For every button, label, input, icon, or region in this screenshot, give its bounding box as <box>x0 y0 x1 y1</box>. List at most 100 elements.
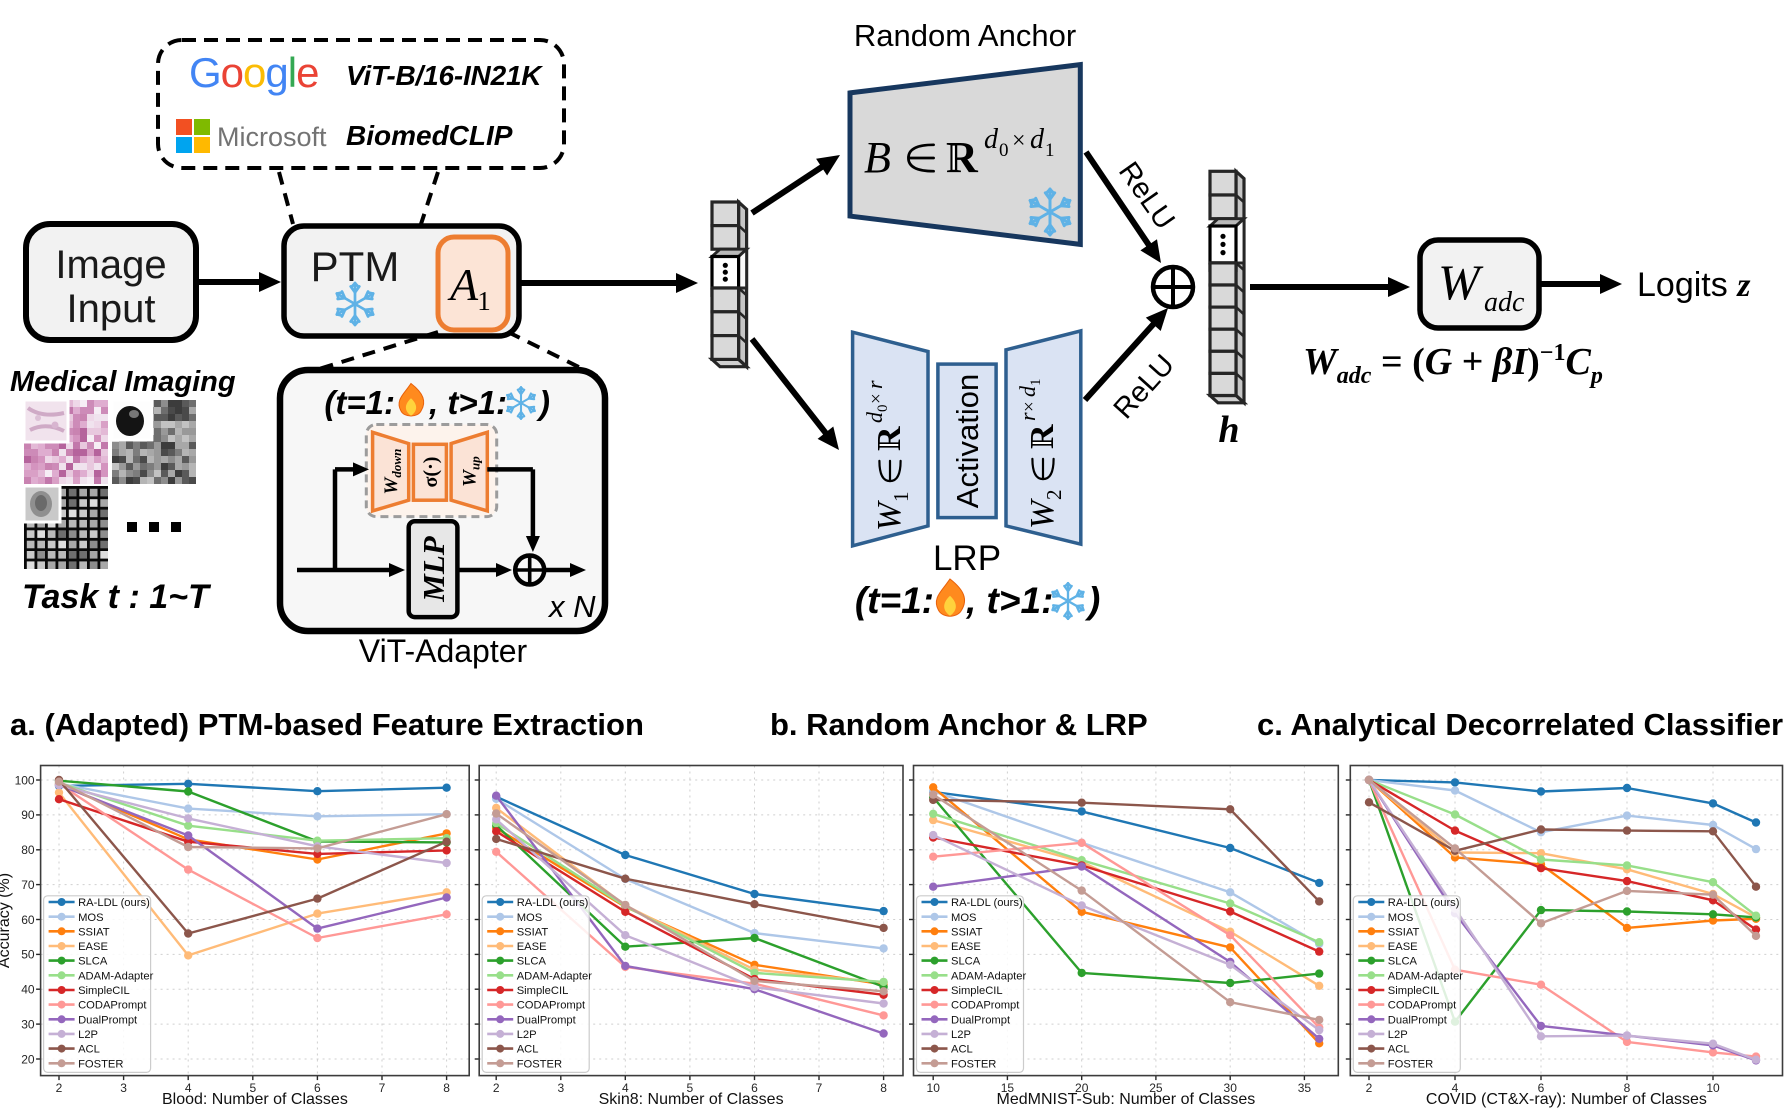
svg-text:Microsoft: Microsoft <box>217 122 327 152</box>
svg-text:1: 1 <box>1045 140 1055 161</box>
svg-text:90: 90 <box>21 808 35 822</box>
svg-text:2: 2 <box>56 1081 63 1095</box>
svg-text:SLCA: SLCA <box>951 956 981 968</box>
svg-text:σ(·): σ(·) <box>420 457 442 488</box>
svg-text:Google: Google <box>189 49 318 96</box>
svg-text:5: 5 <box>687 1081 694 1095</box>
svg-text:L2P: L2P <box>951 1029 971 1041</box>
svg-text:MOS: MOS <box>951 912 976 924</box>
svg-text:4: 4 <box>622 1081 629 1095</box>
svg-text:SSIAT: SSIAT <box>517 926 549 938</box>
svg-text:60: 60 <box>21 913 35 927</box>
svg-text:Wadc = (G + βI)−1Cp: Wadc = (G + βI)−1Cp <box>1303 340 1603 389</box>
svg-text:Image: Image <box>55 243 166 287</box>
svg-text:SLCA: SLCA <box>517 956 547 968</box>
svg-text:30: 30 <box>1224 1081 1238 1095</box>
svg-text:EASE: EASE <box>1388 941 1418 953</box>
svg-text:RA-LDL (ours): RA-LDL (ours) <box>1388 897 1460 909</box>
svg-text:15: 15 <box>1001 1081 1015 1095</box>
svg-text:Random Anchor: Random Anchor <box>854 18 1076 53</box>
svg-text:Accuracy (%): Accuracy (%) <box>0 873 13 968</box>
svg-text:RA-LDL (ours): RA-LDL (ours) <box>78 897 150 909</box>
svg-text:CODAPrompt: CODAPrompt <box>517 1000 586 1012</box>
svg-text:Input: Input <box>67 287 156 331</box>
svg-text:L2P: L2P <box>517 1029 537 1041</box>
svg-text:80: 80 <box>21 843 35 857</box>
svg-text:SSIAT: SSIAT <box>951 926 983 938</box>
svg-text:8: 8 <box>443 1081 450 1095</box>
svg-text:RA-LDL (ours): RA-LDL (ours) <box>517 897 589 909</box>
svg-text:SimpleCIL: SimpleCIL <box>78 985 130 997</box>
svg-text:8: 8 <box>1624 1081 1631 1095</box>
svg-text:FOSTER: FOSTER <box>78 1058 123 1070</box>
svg-text:4: 4 <box>1452 1081 1459 1095</box>
svg-text:5: 5 <box>249 1081 256 1095</box>
svg-text:CODAPrompt: CODAPrompt <box>78 1000 147 1012</box>
svg-text:SimpleCIL: SimpleCIL <box>951 985 1003 997</box>
svg-text:ADAM-Adapter: ADAM-Adapter <box>1388 970 1464 982</box>
svg-text:d: d <box>862 411 887 423</box>
svg-text:1: 1 <box>477 286 491 316</box>
svg-text:ADAM-Adapter: ADAM-Adapter <box>78 970 154 982</box>
svg-text:MLP: MLP <box>416 535 451 603</box>
svg-text:Task t : 1~T: Task t : 1~T <box>22 578 212 616</box>
svg-text:40: 40 <box>21 983 35 997</box>
svg-text:Medical Imaging: Medical Imaging <box>10 366 236 398</box>
svg-text:adc: adc <box>1484 287 1525 318</box>
svg-text:MOS: MOS <box>78 912 103 924</box>
svg-text:MOS: MOS <box>1388 912 1413 924</box>
svg-text:6: 6 <box>1538 1081 1545 1095</box>
svg-text:MedMNIST-Sub: Number of Classe: MedMNIST-Sub: Number of Classes <box>997 1091 1256 1108</box>
svg-text:h: h <box>1218 409 1239 451</box>
svg-text:ACL: ACL <box>951 1044 973 1056</box>
svg-text:W: W <box>1438 254 1484 310</box>
svg-text:BiomedCLIP: BiomedCLIP <box>346 120 513 151</box>
svg-text:L2P: L2P <box>1388 1029 1408 1041</box>
svg-text:×: × <box>1019 401 1040 412</box>
svg-text:, t>1:: , t>1: <box>428 384 507 421</box>
svg-text:R: R <box>871 426 908 451</box>
svg-text:SSIAT: SSIAT <box>1388 926 1420 938</box>
svg-text:0: 0 <box>999 140 1009 161</box>
svg-text:R: R <box>1024 424 1061 449</box>
svg-text:ACL: ACL <box>1388 1044 1410 1056</box>
svg-text:DualPrompt: DualPrompt <box>951 1014 1011 1026</box>
svg-text:r: r <box>1015 412 1040 421</box>
svg-text:6: 6 <box>751 1081 758 1095</box>
svg-text:a. (Adapted) PTM-based Feature: a. (Adapted) PTM-based Feature Extractio… <box>10 707 644 742</box>
svg-text:70: 70 <box>21 878 35 892</box>
svg-text:0: 0 <box>875 405 891 413</box>
svg-text:r: r <box>862 380 887 389</box>
svg-text:): ) <box>536 384 550 421</box>
svg-text:8: 8 <box>880 1081 887 1095</box>
svg-text:SimpleCIL: SimpleCIL <box>1388 985 1440 997</box>
svg-text:LRP: LRP <box>933 539 1001 578</box>
svg-text:SimpleCIL: SimpleCIL <box>517 985 569 997</box>
svg-text:b. Random Anchor & LRP: b. Random Anchor & LRP <box>770 707 1148 742</box>
svg-text:ViT-Adapter: ViT-Adapter <box>359 633 528 669</box>
svg-text:7: 7 <box>816 1081 823 1095</box>
svg-text:SLCA: SLCA <box>1388 956 1418 968</box>
svg-text:W: W <box>1024 498 1061 529</box>
svg-text:d: d <box>1015 385 1040 397</box>
svg-text:4: 4 <box>185 1081 192 1095</box>
svg-text:Skin8: Number of Classes: Skin8: Number of Classes <box>599 1091 784 1108</box>
svg-text:100: 100 <box>15 773 35 787</box>
svg-text:ACL: ACL <box>517 1044 539 1056</box>
svg-text:, t>1:: , t>1: <box>965 580 1053 621</box>
svg-text:1: 1 <box>889 492 913 503</box>
svg-text:R: R <box>946 133 979 182</box>
svg-text:RA-LDL (ours): RA-LDL (ours) <box>951 897 1023 909</box>
svg-text:COVID (CT&X-ray): Number of Cl: COVID (CT&X-ray): Number of Classes <box>1426 1091 1707 1108</box>
svg-text:DualPrompt: DualPrompt <box>517 1014 577 1026</box>
svg-text:x N: x N <box>547 589 596 624</box>
svg-text:2: 2 <box>1366 1081 1373 1095</box>
svg-text:Activation: Activation <box>950 374 985 508</box>
svg-text:3: 3 <box>120 1081 127 1095</box>
svg-text:FOSTER: FOSTER <box>517 1058 562 1070</box>
svg-text:50: 50 <box>21 948 35 962</box>
svg-text:d: d <box>1030 124 1045 155</box>
svg-text:d: d <box>984 124 999 155</box>
svg-text:(t=1:: (t=1: <box>324 384 395 421</box>
svg-text:FOSTER: FOSTER <box>951 1058 996 1070</box>
